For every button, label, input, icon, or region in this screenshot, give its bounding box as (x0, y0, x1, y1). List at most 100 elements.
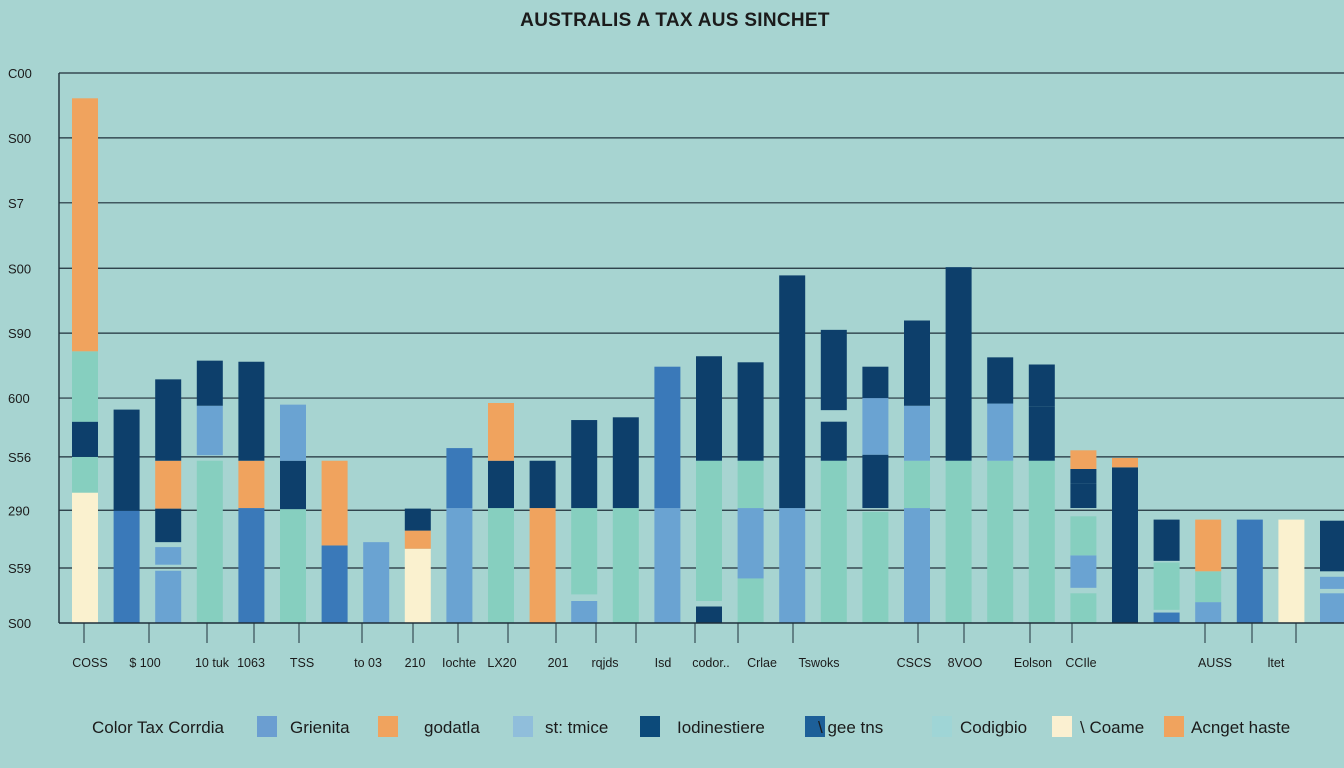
bar-segment (862, 398, 889, 455)
legend-label: Codigbio (960, 718, 1028, 737)
x-tick-label: COSS (72, 656, 107, 670)
bar-segment (321, 460, 348, 546)
bar-segment (72, 421, 98, 457)
bar-segment (945, 267, 972, 461)
bar-segment (72, 492, 98, 623)
bar-stack (612, 417, 639, 623)
legend-swatch (257, 716, 277, 737)
legend-label: Acnget haste (1191, 718, 1291, 737)
legend-swatch (640, 716, 660, 737)
bar-segment (1195, 571, 1222, 603)
legend-title: Color Tax Corrdia (92, 718, 224, 737)
bar-stack (820, 329, 847, 623)
bar-segment (280, 404, 306, 461)
bar-segment (488, 460, 514, 509)
bar-segment (1320, 520, 1344, 572)
chart-title: AUSTRALIS A TAX AUS SINCHET (520, 10, 830, 31)
bar-segment (1028, 364, 1055, 407)
legend-label: \ Coame (1080, 718, 1145, 737)
x-tick-label: AUSS (1198, 656, 1232, 670)
x-tick-label: codor.. (692, 656, 730, 670)
bar-stack (321, 460, 348, 623)
bar-stack (488, 403, 514, 623)
bar-stack (155, 379, 182, 623)
bar-segment (1320, 593, 1344, 623)
x-tick-label: 8VOO (948, 656, 983, 670)
bar-stack (1028, 364, 1055, 623)
bar-segment (612, 508, 639, 623)
bar-segment (571, 601, 598, 623)
bar-stack (1070, 450, 1097, 623)
bar-segment (1320, 576, 1344, 589)
bar-segment (987, 508, 1014, 623)
bar-segment (280, 509, 306, 623)
bar-segment (820, 460, 847, 509)
bar-segment (280, 460, 306, 510)
x-tick-label: $ 100 (129, 656, 160, 670)
x-tick-label: 210 (405, 656, 426, 670)
bar-segment (820, 329, 847, 411)
bar-segment (1070, 593, 1097, 623)
bars (72, 98, 1344, 623)
legend-label: godatla (424, 718, 480, 737)
y-tick-label: 600 (8, 391, 30, 406)
bar-segment (1195, 519, 1222, 572)
y-tick-label: S59 (8, 561, 31, 576)
bar-segment (737, 562, 764, 579)
bar-segment (238, 460, 265, 509)
bar-segment (1195, 602, 1222, 623)
bar-stack (238, 361, 265, 623)
legend-swatch (932, 716, 952, 737)
x-tick-label: Tswoks (799, 656, 840, 670)
x-tick-label: to 03 (354, 656, 382, 670)
bar-segment (321, 545, 348, 623)
bar-stack (862, 366, 889, 623)
bar-segment (488, 403, 514, 461)
bar-segment (155, 460, 182, 509)
bar-segment (155, 508, 182, 543)
bar-segment (1112, 467, 1138, 623)
bar-stack (404, 508, 431, 623)
bar-stack (72, 98, 98, 623)
x-tick-label: 201 (548, 656, 569, 670)
bar-segment (488, 508, 514, 623)
x-tick-label: Iochte (442, 656, 476, 670)
bar-segment (196, 360, 223, 406)
x-tick-label: TSS (290, 656, 314, 670)
bar-stack (1320, 520, 1344, 623)
bar-segment (987, 357, 1014, 404)
y-tick-label: C00 (8, 66, 32, 81)
y-tick-label: S00 (8, 616, 31, 631)
legend-swatch (1052, 716, 1072, 737)
bar-segment (404, 530, 431, 549)
bar-segment (1278, 519, 1305, 623)
legend-label: Iodinestiere (677, 718, 765, 737)
bar-stack (1153, 519, 1180, 623)
bar-stack (945, 267, 972, 623)
bar-segment (862, 366, 889, 399)
legend-swatch (805, 716, 825, 737)
bar-segment (529, 508, 556, 623)
legend-swatch (378, 716, 398, 737)
bar-stack (1112, 458, 1138, 623)
bar-segment (904, 460, 930, 509)
bar-segment (1070, 516, 1097, 556)
legend-label: Grienita (290, 718, 350, 737)
bar-stack (446, 448, 473, 623)
bar-segment (654, 508, 681, 623)
bar-segment (238, 361, 265, 403)
bar-segment (196, 405, 223, 456)
bar-segment (737, 578, 764, 623)
bar-stack (1195, 519, 1222, 623)
bar-segment (820, 508, 847, 623)
bar-segment (155, 379, 182, 461)
bar-stack (280, 404, 306, 623)
bar-segment (1236, 519, 1263, 623)
legend-swatch (1164, 716, 1184, 737)
bar-segment (945, 460, 972, 623)
bar-segment (155, 570, 182, 623)
bar-segment (446, 508, 473, 623)
bar-segment (696, 508, 722, 601)
bar-segment (862, 454, 889, 509)
